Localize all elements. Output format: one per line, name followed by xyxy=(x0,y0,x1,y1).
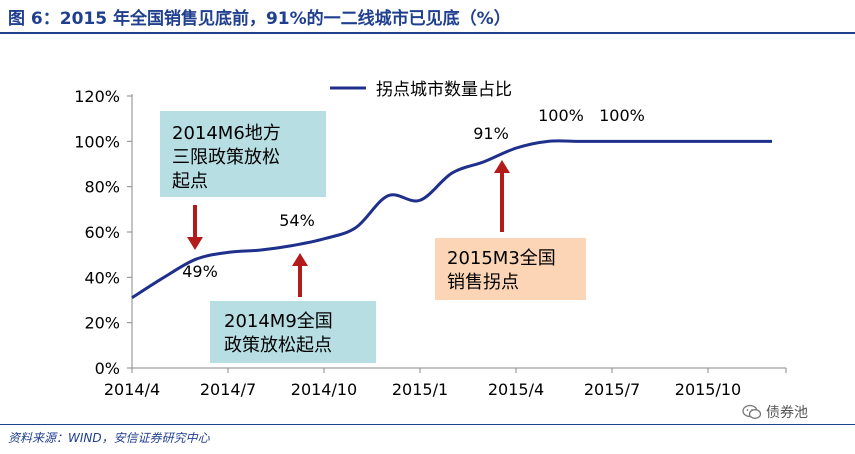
y-tick-label: 20% xyxy=(84,314,120,333)
watermark: 债券池 xyxy=(742,402,808,422)
plot-area: 49% 54% 91% 100% 100% xyxy=(131,106,772,299)
series-line xyxy=(131,139,772,299)
x-tick-label: 2014/7 xyxy=(200,380,256,399)
chart-title: 图 6：2015 年全国销售见底前，91%的一二线城市已见底（%） xyxy=(8,9,511,29)
y-tick-label: 120% xyxy=(74,87,120,106)
annotation-text: 三限政策放松 xyxy=(172,147,280,168)
annotation-box xyxy=(210,301,376,363)
data-label: 100% xyxy=(599,106,645,125)
data-label: 91% xyxy=(473,124,509,143)
x-tick-label: 2014/10 xyxy=(291,380,357,399)
x-tick-label: 2015/4 xyxy=(488,380,544,399)
annotation-text: 2014M6地方 xyxy=(172,123,281,144)
source-note: 资料来源：WIND，安信证券研究中心 xyxy=(8,431,210,445)
annotation-text: 政策放松起点 xyxy=(224,335,332,356)
y-tick-label: 60% xyxy=(84,223,120,242)
y-tick-label: 0% xyxy=(95,359,120,378)
data-label: 49% xyxy=(182,262,218,281)
y-tick-label: 40% xyxy=(84,268,120,287)
watermark-text: 债券池 xyxy=(766,405,808,421)
annotation-arrowhead xyxy=(187,237,203,250)
title-divider xyxy=(0,32,855,34)
x-tick-label: 2014/4 xyxy=(104,380,160,399)
chart-axes: 0% 20% 40% 60% 80% 100% 120% 2014/4 2014/7 2014/1… xyxy=(74,87,787,399)
footer-divider xyxy=(0,424,855,425)
legend-label: 拐点城市数量占比 xyxy=(376,80,512,100)
annotation-text: 销售拐点 xyxy=(447,272,519,293)
annotation-arrowhead xyxy=(292,253,308,266)
data-label: 54% xyxy=(279,211,315,230)
data-label: 100% xyxy=(538,106,584,125)
x-tick-label: 2015/10 xyxy=(675,380,741,399)
annotation-arrowhead xyxy=(494,160,510,173)
x-tick-label: 2015/1 xyxy=(392,380,448,399)
wechat-icon xyxy=(742,404,762,419)
annotation-text: 2014M9全国 xyxy=(224,311,333,332)
annotation-box xyxy=(435,238,586,300)
annotation-text: 2015M3全国 xyxy=(447,248,556,269)
annotation-box xyxy=(160,111,326,197)
y-tick-label: 100% xyxy=(74,132,120,151)
annotation-text: 起点 xyxy=(172,171,208,192)
chart-legend: 拐点城市数量占比 xyxy=(330,80,512,100)
y-tick-label: 80% xyxy=(84,178,120,197)
x-tick-label: 2015/7 xyxy=(584,380,640,399)
